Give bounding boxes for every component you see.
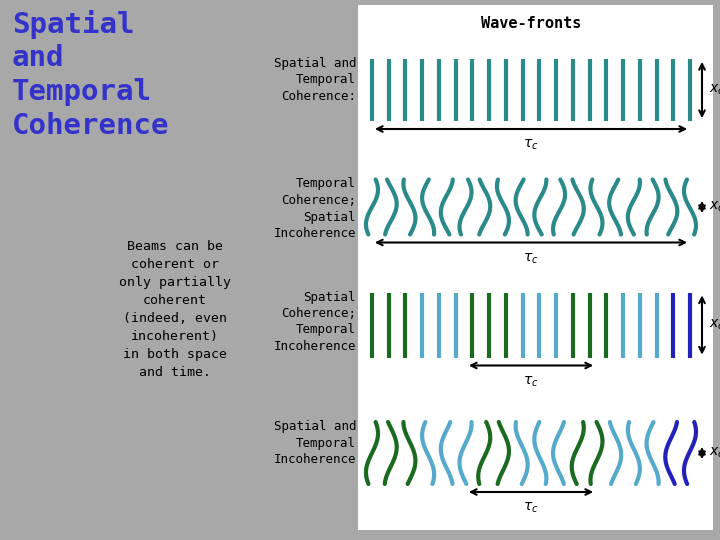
Text: Beams can be
coherent or
only partially
coherent
(indeed, even
incoherent)
in bo: Beams can be coherent or only partially … — [119, 240, 231, 379]
Text: Temporal
Coherence;
Spatial
Incoherence: Temporal Coherence; Spatial Incoherence — [274, 178, 356, 240]
Text: Spatial and
Temporal
Coherence:: Spatial and Temporal Coherence: — [274, 57, 356, 103]
Text: $x_c$: $x_c$ — [709, 446, 720, 460]
Text: Spatial and
Temporal
Incoherence: Spatial and Temporal Incoherence — [274, 420, 356, 466]
Text: $\tau_c$: $\tau_c$ — [523, 375, 539, 389]
Text: $\tau_c$: $\tau_c$ — [523, 138, 539, 152]
Text: $x_c$: $x_c$ — [709, 83, 720, 97]
Text: Spatial
Coherence;
Temporal
Incoherence: Spatial Coherence; Temporal Incoherence — [274, 291, 356, 353]
Text: Spatial
and
Temporal
Coherence: Spatial and Temporal Coherence — [12, 10, 169, 139]
Text: $x_c$: $x_c$ — [709, 318, 720, 332]
FancyBboxPatch shape — [358, 5, 713, 530]
Text: $\tau_c$: $\tau_c$ — [523, 252, 539, 266]
Text: $x_c$: $x_c$ — [709, 200, 720, 214]
Text: Wave-fronts: Wave-fronts — [481, 16, 581, 31]
Text: $\tau_c$: $\tau_c$ — [523, 501, 539, 515]
